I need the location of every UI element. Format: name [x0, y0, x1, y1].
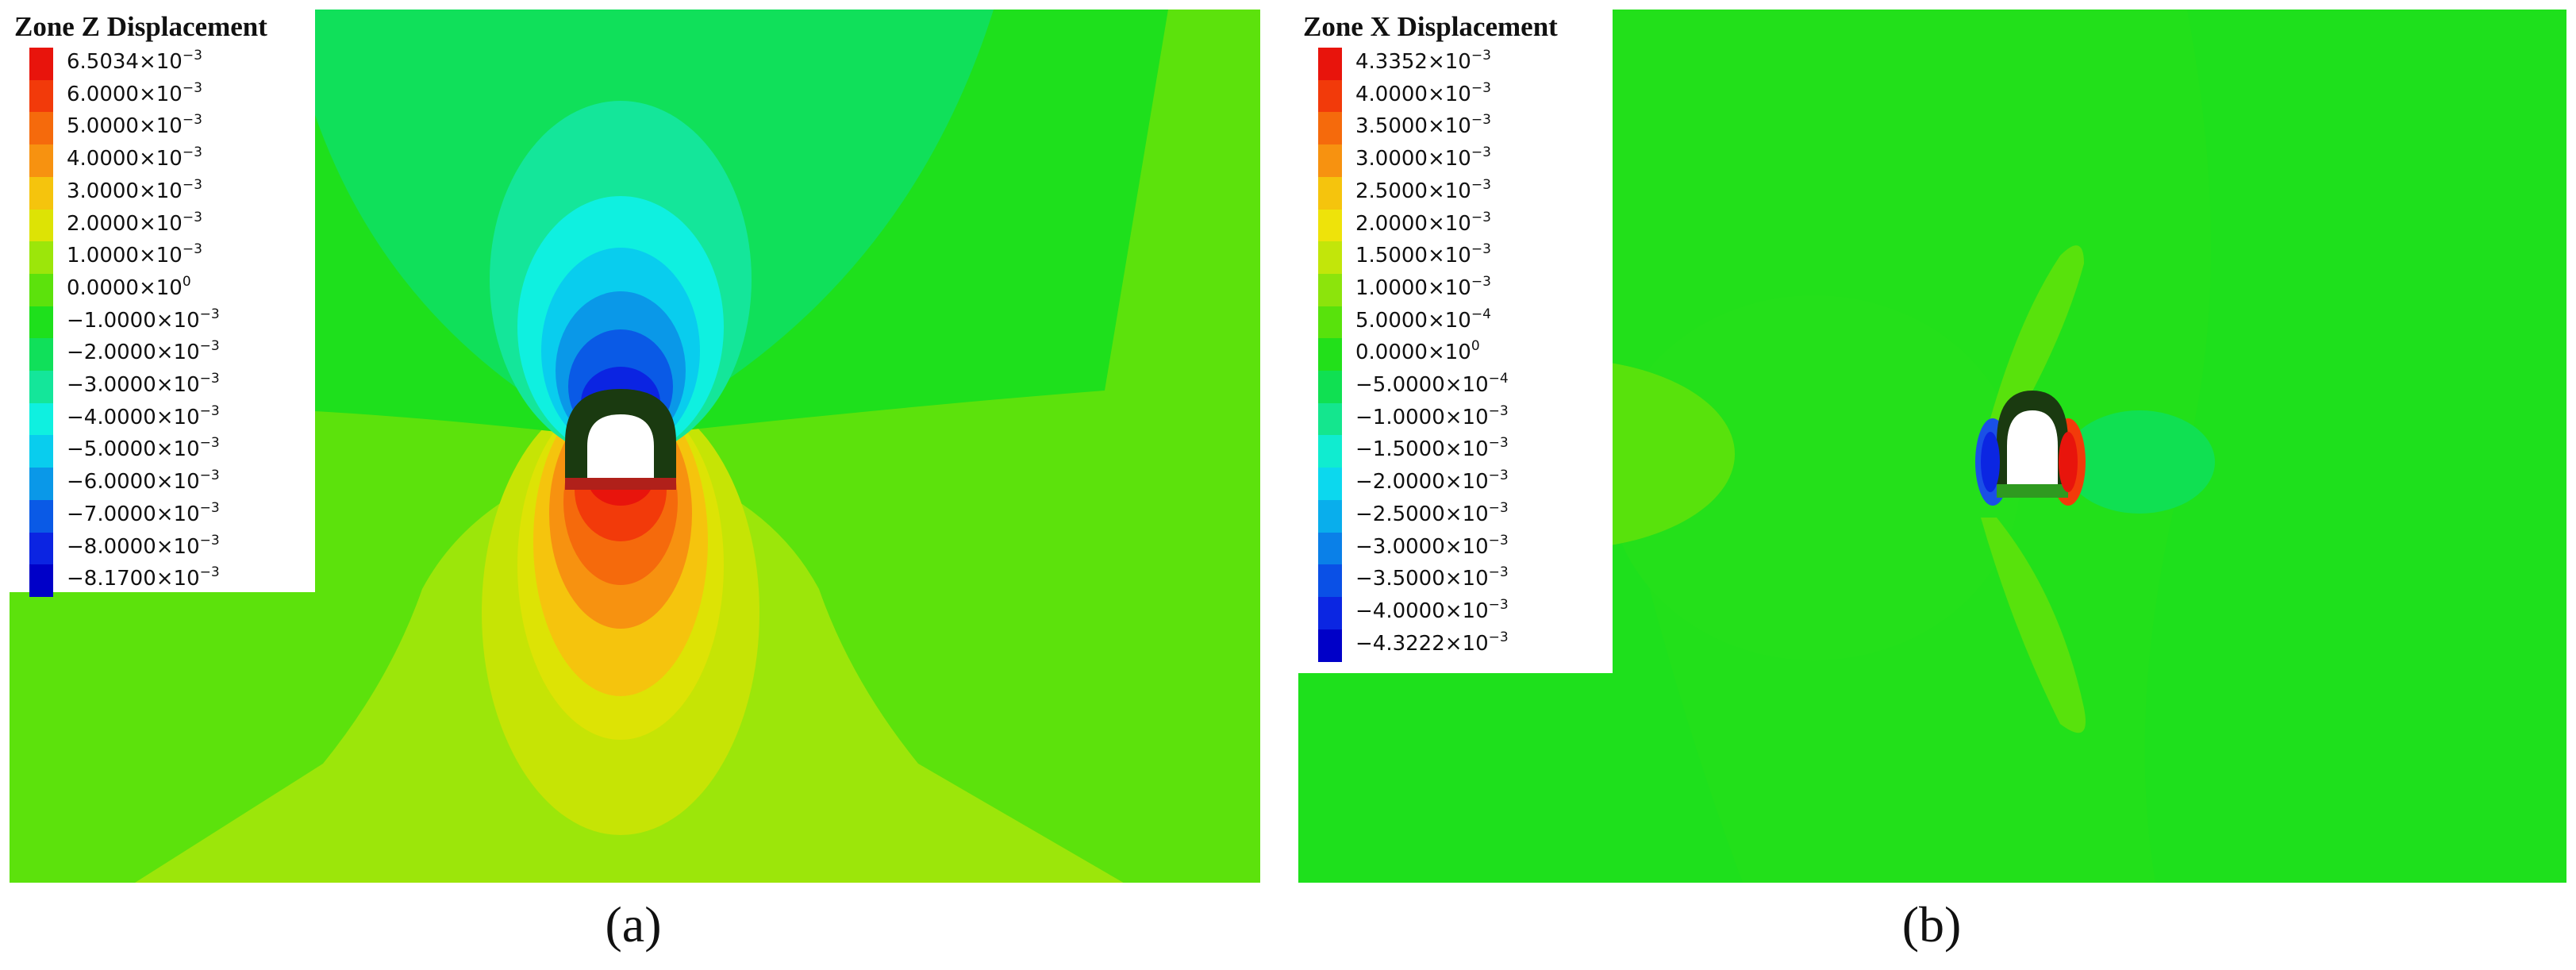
legend-label: −1.0000×10−3 [67, 306, 220, 333]
legend-swatch [29, 564, 53, 598]
legend-swatch [29, 112, 53, 145]
legend-swatch [29, 499, 53, 533]
legend-label: −7.0000×10−3 [67, 499, 220, 526]
legend-swatch [1318, 241, 1342, 275]
legend-label: 3.0000×10−3 [67, 176, 202, 203]
legend-swatch [1318, 532, 1342, 565]
legend-swatch [1318, 402, 1342, 436]
legend-swatch [29, 402, 53, 436]
legend-title: Zone X Displacement [1303, 11, 1558, 42]
legend-label: −4.3222×10−3 [1355, 629, 1509, 656]
legend-swatch [1318, 338, 1342, 371]
legend-label: −2.0000×10−3 [1355, 468, 1509, 495]
legend-label: −6.0000×10−3 [67, 468, 220, 495]
legend-swatch [1318, 564, 1342, 598]
legend-label: −2.0000×10−3 [67, 338, 220, 365]
legend-label: 5.0000×10−3 [67, 112, 202, 139]
legend-label: 3.0000×10−3 [1355, 144, 1491, 171]
legend-label: 1.0000×10−3 [67, 241, 202, 268]
legend-label: −3.0000×10−3 [67, 371, 220, 398]
legend-label: 1.5000×10−3 [1355, 241, 1491, 268]
z-displacement-legend: Zone Z Displacement 6.5034×10−3 6.0000×10… [10, 10, 315, 598]
legend-label: −4.0000×10−3 [67, 402, 220, 429]
legend-label: 2.0000×10−3 [67, 209, 202, 236]
legend-swatch [29, 209, 53, 242]
legend-label: 4.3352×10−3 [1355, 48, 1491, 75]
legend-swatch [1318, 48, 1342, 81]
legend-swatch [29, 273, 53, 307]
legend-swatch [29, 241, 53, 275]
legend-label: −1.0000×10−3 [1355, 402, 1509, 429]
legend-swatch [29, 371, 53, 404]
legend-swatch [1318, 209, 1342, 242]
legend-swatch [1318, 144, 1342, 178]
legend-label: 6.0000×10−3 [67, 79, 202, 106]
legend-swatch [29, 79, 53, 113]
legend-label: 6.5034×10−3 [67, 48, 202, 75]
legend-label: 3.5000×10−3 [1355, 112, 1491, 139]
legend-label: 2.5000×10−3 [1355, 176, 1491, 203]
legend-swatch [1318, 629, 1342, 662]
legend-swatch [29, 306, 53, 339]
legend-label: 0.0000×100 [67, 273, 191, 300]
legend-swatch [1318, 306, 1342, 339]
z-displacement-contour-plot [10, 10, 1260, 883]
legend-swatch [29, 435, 53, 468]
legend-label: −3.5000×10−3 [1355, 564, 1509, 591]
legend-swatch [1318, 371, 1342, 404]
legend-swatch [1318, 499, 1342, 533]
legend-label: 4.0000×10−3 [1355, 79, 1491, 106]
legend-swatch [29, 144, 53, 178]
legend-label: −2.5000×10−3 [1355, 499, 1509, 526]
panel-z-displacement: Zone Z Displacement 6.5034×10−3 6.0000×10… [10, 10, 1260, 883]
legend-swatch [1318, 176, 1342, 210]
caption-b: (b) [1901, 896, 1962, 953]
legend-swatch [1318, 596, 1342, 630]
legend-label: −1.5000×10−3 [1355, 435, 1509, 462]
legend-swatch [29, 532, 53, 565]
legend-label: −4.0000×10−3 [1355, 596, 1509, 623]
legend-swatch [29, 176, 53, 210]
legend-swatch [29, 48, 53, 81]
legend-swatch [1318, 468, 1342, 501]
legend-swatch [29, 338, 53, 371]
legend-label: −5.0000×10−4 [1355, 371, 1509, 398]
panel-x-displacement: Zone X Displacement 4.3352×10−3 4.0000×10… [1298, 10, 2566, 883]
legend-swatch [1318, 79, 1342, 113]
legend-label: 0.0000×100 [1355, 338, 1480, 365]
legend-label: 5.0000×10−4 [1355, 306, 1491, 333]
caption-a: (a) [605, 896, 662, 953]
legend-swatch [1318, 112, 1342, 145]
legend-label: −3.0000×10−3 [1355, 532, 1509, 559]
legend-swatch [29, 468, 53, 501]
legend-label: 4.0000×10−3 [67, 144, 202, 171]
legend-label: 2.0000×10−3 [1355, 209, 1491, 236]
legend-swatch [1318, 435, 1342, 468]
legend-label: −8.1700×10−3 [67, 564, 220, 591]
x-displacement-legend: Zone X Displacement 4.3352×10−3 4.0000×10… [1298, 10, 1613, 673]
legend-label: −5.0000×10−3 [67, 435, 220, 462]
legend-title: Zone Z Displacement [14, 11, 267, 42]
legend-label: −8.0000×10−3 [67, 532, 220, 559]
legend-label: 1.0000×10−3 [1355, 273, 1491, 300]
legend-swatch [1318, 273, 1342, 307]
